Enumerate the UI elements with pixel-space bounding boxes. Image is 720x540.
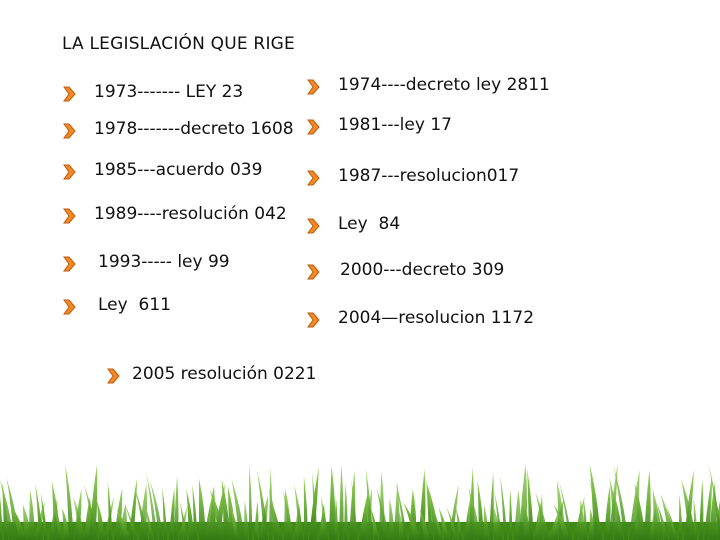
list-item: 1974----decreto ley 2811	[306, 75, 550, 95]
orange-arrow-bullet-icon	[63, 208, 76, 224]
orange-arrow-bullet-icon	[307, 218, 320, 234]
list-item: 1987---resolucion017	[306, 166, 519, 186]
orange-arrow-bullet-icon	[307, 170, 320, 186]
orange-arrow-bullet-icon	[307, 79, 320, 95]
list-item-text: 2004—resolucion 1172	[338, 308, 535, 328]
orange-arrow-bullet-icon	[107, 368, 120, 384]
list-item-text: 1978-------decreto 1608	[94, 119, 294, 139]
list-item: 1993----- ley 99	[62, 252, 230, 272]
orange-arrow-bullet-icon	[63, 256, 76, 272]
list-item: Ley 84	[306, 214, 400, 234]
orange-arrow-bullet-icon	[63, 299, 76, 315]
list-item-text: 1987---resolucion017	[338, 166, 520, 186]
orange-arrow-bullet-icon	[307, 264, 320, 280]
list-item: Ley 611	[62, 295, 171, 315]
grass-border-decoration	[0, 463, 720, 540]
list-item: 1973------- LEY 23	[62, 82, 294, 102]
list-item-text: 1989----resolución 042	[94, 204, 287, 224]
list-item: 1981---ley 17	[306, 115, 452, 135]
list-item-text: 1985---acuerdo 039	[94, 160, 263, 180]
orange-arrow-bullet-icon	[63, 86, 76, 102]
list-item: 1985---acuerdo 039	[62, 160, 262, 180]
orange-arrow-bullet-icon	[63, 123, 76, 139]
list-item: 2000---decreto 309	[306, 260, 504, 280]
slide-title: LA LEGISLACIÓN QUE RIGE	[62, 34, 295, 54]
list-item-text: Ley 611	[98, 295, 171, 315]
orange-arrow-bullet-icon	[307, 119, 320, 135]
list-item-text: 1993----- ley 99	[98, 252, 230, 272]
list-item-text: 1981---ley 17	[338, 115, 452, 135]
list-item: 1989----resolución 042	[62, 204, 287, 224]
list-item: 2004—resolucion 1172	[306, 308, 534, 328]
orange-arrow-bullet-icon	[307, 312, 320, 328]
list-item-text: 2005 resolución 0221	[132, 364, 317, 384]
orange-arrow-bullet-icon	[63, 164, 76, 180]
list-item-text: 1974----decreto ley 2811	[338, 75, 550, 95]
list-item-text: Ley 84	[338, 214, 401, 234]
list-item: 1978-------decreto 1608	[62, 119, 294, 139]
list-item: 2005 resolución 0221	[106, 364, 316, 384]
list-item-text: 1973------- LEY 23	[94, 82, 244, 102]
list-item-text: 2000---decreto 309	[340, 260, 505, 280]
